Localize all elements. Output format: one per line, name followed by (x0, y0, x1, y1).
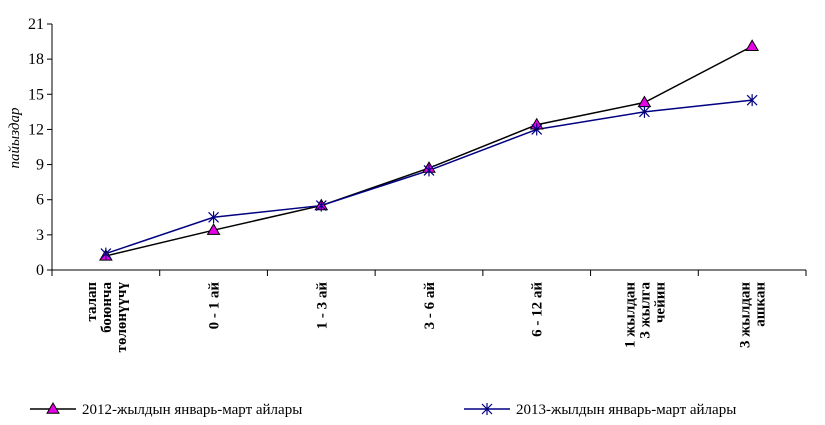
x-category-label-line: 3 жылдан (738, 282, 754, 348)
data-point-star (100, 247, 112, 260)
x-category-label: 6 - 12 ай (530, 282, 546, 337)
x-category-label: 1 жылдан 3 жылга чейин (622, 282, 668, 348)
series-line (105, 99, 753, 255)
y-tick-label: 21 (28, 16, 44, 33)
series-2 (105, 99, 753, 255)
legend-item: 2012-жылдын январь-март айлары (30, 402, 302, 418)
series-1 (105, 45, 753, 257)
legend-label: 2012-жылдын январь-март айлары (82, 402, 302, 418)
x-category-label-line: чейин (652, 282, 668, 323)
data-point-triangle (206, 223, 221, 235)
x-category-label-line: 1 - 3 ай (314, 282, 330, 330)
data-point-triangle (637, 95, 652, 108)
series-1-markers (98, 39, 760, 261)
data-point-star (315, 199, 327, 212)
x-category-label-line: 3 - 6 ай (422, 282, 438, 330)
data-point-star (746, 94, 758, 107)
data-point-star (481, 403, 493, 415)
y-tick-label: 9 (36, 157, 44, 174)
x-category-label: талап боюнча төлөнүүчү (84, 282, 130, 353)
x-category-label-line: төлөнүүчү (114, 282, 130, 353)
y-axis-ticks: 0 3 6 9 12 15 18 21 (28, 16, 52, 279)
x-category-label-line: талап (84, 282, 100, 322)
series-layer (98, 39, 760, 261)
x-category-label-line: 3 жылга (637, 282, 653, 339)
x-category-label: 0 - 1 ай (207, 282, 223, 330)
x-category-label-line: боюнча (99, 282, 115, 333)
x-category-label-line: ашкан (753, 282, 769, 327)
data-point-star (208, 211, 219, 224)
series-line (105, 45, 753, 257)
y-tick-label: 12 (28, 121, 44, 138)
y-tick-label: 15 (28, 86, 44, 103)
data-point-star (639, 105, 650, 118)
x-axis-categories: талап боюнча төлөнүүчү 0 - 1 ай 1 - 3 ай 3 - … (51, 270, 807, 353)
data-point-triangle (745, 39, 760, 51)
series-2-markers (100, 94, 758, 260)
data-point-star (423, 164, 435, 177)
legend-item: 2013-жылдын январь-март айлары (464, 402, 736, 418)
y-tick-label: 6 (36, 192, 44, 209)
x-category-label: 1 - 3 ай (314, 282, 330, 330)
x-category-label: 3 жылдан ашкан (738, 282, 769, 348)
x-category-label-line: 1 жылдан (622, 282, 638, 348)
legend-label: 2013-жылдын январь-март айлары (516, 402, 736, 418)
y-tick-label: 18 (28, 51, 44, 68)
y-tick-label: 3 (36, 227, 44, 244)
y-axis-label: пайыздар (7, 107, 23, 168)
legend: 2012-жылдын январь-март айлары 2013-жылды… (30, 402, 736, 418)
x-category-label-line: 0 - 1 ай (207, 282, 223, 330)
data-point-triangle (46, 402, 60, 414)
axes (51, 24, 806, 271)
x-category-label: 3 - 6 ай (422, 282, 438, 330)
x-category-label-line: 6 - 12 ай (530, 282, 546, 337)
data-point-star (531, 123, 543, 136)
y-tick-label: 0 (36, 262, 44, 279)
